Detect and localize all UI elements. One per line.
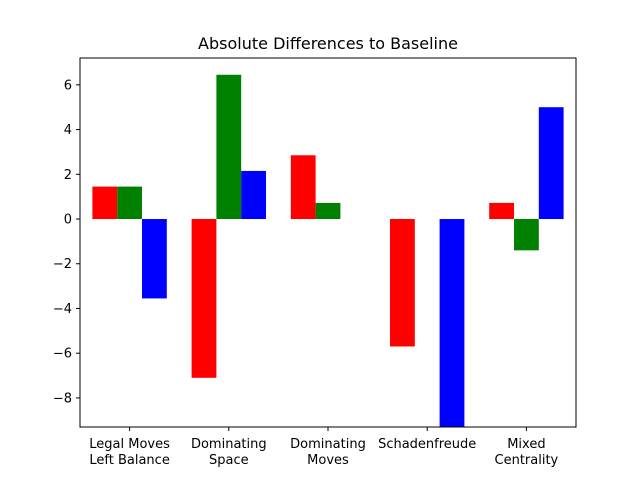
bar-series1-cat3	[290, 155, 316, 220]
bar-series1-cat2	[191, 219, 217, 378]
bar-series1-cat5	[489, 202, 514, 220]
y-tick-label: 4	[64, 123, 72, 138]
bar-series3-cat2	[241, 170, 266, 220]
x-tick-label: Legal Moves Left Balance	[89, 437, 170, 468]
y-axis: −8 −6 −4 −2 0 2 4 6	[53, 78, 80, 406]
x-tick-label: Dominating Space	[191, 437, 267, 468]
plot-area-frame	[79, 57, 577, 428]
chart-title: Absolute Differences to Baseline	[198, 34, 458, 53]
bar-series3-cat1	[142, 219, 167, 299]
y-tick-label: −6	[53, 347, 72, 362]
x-tick-label: Mixed Centrality	[495, 437, 559, 468]
bars-group	[92, 74, 564, 427]
y-tick-label: −4	[53, 302, 72, 317]
x-tick-label: Dominating Moves	[290, 437, 366, 468]
y-tick-label: −8	[53, 391, 72, 406]
x-axis: Legal Moves Left Balance Dominating Space Do…	[89, 427, 559, 468]
bar-series2-cat1	[117, 186, 142, 220]
bar-series1-cat1	[92, 186, 118, 220]
bar-series2-cat2	[216, 74, 242, 220]
y-tick-label: −2	[53, 257, 72, 272]
y-tick-label: 0	[64, 213, 72, 228]
y-tick-label: 6	[64, 78, 72, 93]
y-tick-label: 2	[64, 168, 72, 183]
bar-series1-cat4	[390, 219, 415, 347]
bar-series3-cat5	[538, 107, 564, 220]
bar-series3-cat4	[439, 219, 465, 427]
x-tick-label: Schadenfreude	[378, 437, 476, 452]
bar-series2-cat5	[514, 219, 539, 251]
bar-series2-cat3	[315, 202, 341, 220]
